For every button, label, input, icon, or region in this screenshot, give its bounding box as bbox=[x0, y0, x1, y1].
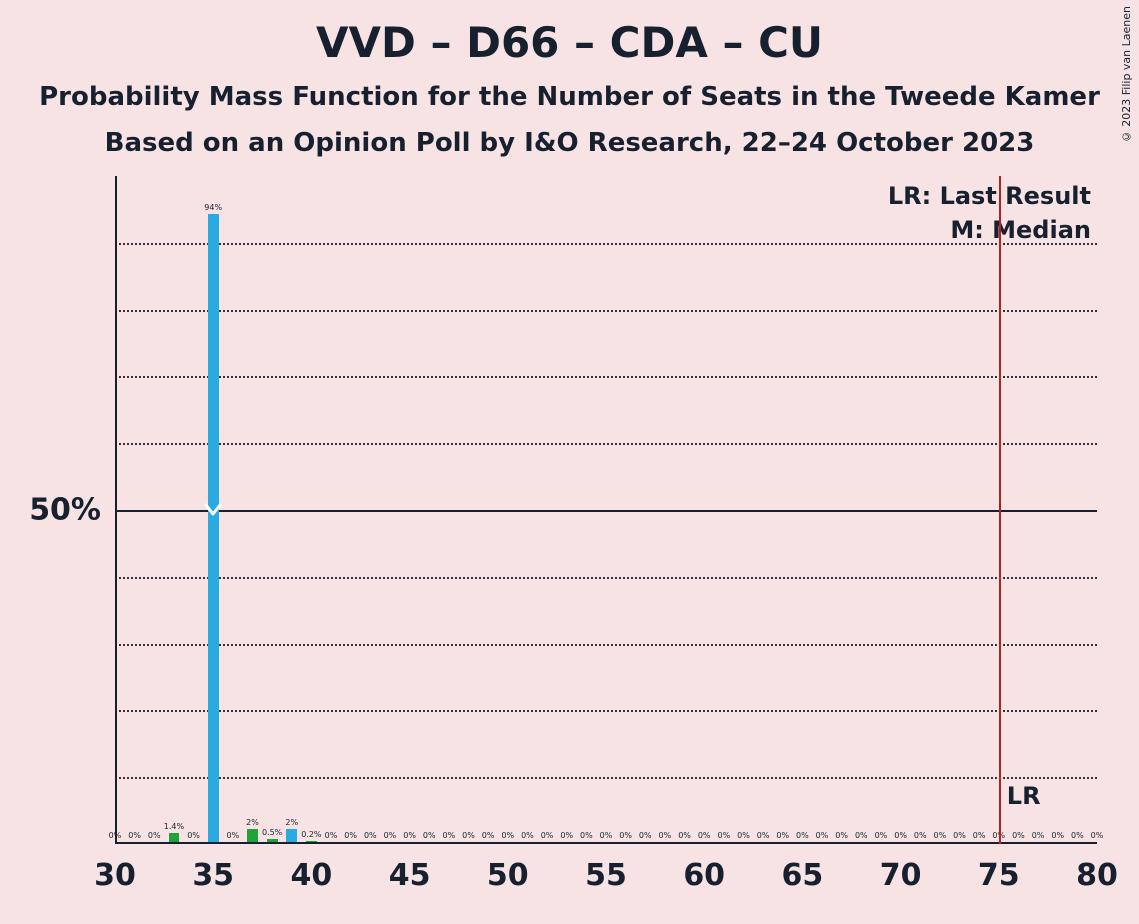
pmf-bar-label: 2% bbox=[285, 818, 298, 827]
pmf-bar: 0.5% bbox=[267, 839, 278, 842]
pmf-bar-label: 0% bbox=[619, 831, 632, 840]
pmf-bar-label: 0% bbox=[894, 831, 907, 840]
pmf-bar-label: 0% bbox=[443, 831, 456, 840]
pmf-bar-label: 0% bbox=[737, 831, 750, 840]
pmf-bar-label: 0% bbox=[816, 831, 829, 840]
last-result-label: LR bbox=[1007, 782, 1041, 810]
legend-m: M: Median bbox=[950, 216, 1091, 244]
chart-container: © 2023 Filip van Laenen VVD – D66 – CDA … bbox=[0, 0, 1139, 924]
x-axis-tick: 50 bbox=[487, 844, 529, 893]
pmf-bar-label: 0% bbox=[580, 831, 593, 840]
pmf-bar-label: 0% bbox=[1012, 831, 1025, 840]
chart-subtitle-2: Based on an Opinion Poll by I&O Research… bbox=[0, 128, 1139, 158]
pmf-bar-label: 0% bbox=[639, 831, 652, 840]
grid-line bbox=[115, 510, 1097, 512]
grid-line bbox=[119, 376, 1097, 378]
x-axis-tick: 65 bbox=[782, 844, 824, 893]
pmf-bar-label: 0% bbox=[403, 831, 416, 840]
x-axis-tick: 40 bbox=[291, 844, 333, 893]
pmf-bar-label: 0.5% bbox=[262, 828, 282, 837]
pmf-bar-label: 1.4% bbox=[164, 822, 184, 831]
grid-line bbox=[119, 644, 1097, 646]
pmf-bar-label: 0% bbox=[541, 831, 554, 840]
pmf-bar-label: 0% bbox=[875, 831, 888, 840]
last-result-line bbox=[999, 176, 1001, 844]
pmf-bar-label: 0% bbox=[501, 831, 514, 840]
grid-line bbox=[119, 243, 1097, 245]
pmf-bar-label: 0% bbox=[482, 831, 495, 840]
pmf-bar-label: 0% bbox=[423, 831, 436, 840]
legend-lr: LR: Last Result bbox=[888, 182, 1091, 210]
pmf-bar-label: 0% bbox=[934, 831, 947, 840]
x-axis-tick: 60 bbox=[683, 844, 725, 893]
grid-line bbox=[119, 443, 1097, 445]
pmf-bar-label: 0% bbox=[187, 831, 200, 840]
pmf-bar-label: 0% bbox=[128, 831, 141, 840]
chart-title: VVD – D66 – CDA – CU bbox=[0, 18, 1139, 67]
pmf-bar-label: 0% bbox=[1032, 831, 1045, 840]
y-axis-label: 50% bbox=[29, 493, 115, 528]
pmf-bar-label: 0.2% bbox=[301, 830, 321, 839]
pmf-bar-label: 0% bbox=[776, 831, 789, 840]
pmf-bar-label: 0% bbox=[1051, 831, 1064, 840]
pmf-bar: 94% bbox=[208, 214, 219, 842]
pmf-bar-label: 0% bbox=[462, 831, 475, 840]
x-axis-tick: 35 bbox=[192, 844, 234, 893]
pmf-bar-label: 0% bbox=[148, 831, 161, 840]
pmf-bar-label: 0% bbox=[1091, 831, 1104, 840]
pmf-bar-label: 0% bbox=[855, 831, 868, 840]
pmf-bar-label: 0% bbox=[560, 831, 573, 840]
median-marker-icon bbox=[204, 503, 222, 517]
grid-line bbox=[119, 310, 1097, 312]
pmf-bar-label: 0% bbox=[757, 831, 770, 840]
pmf-bar-label: 0% bbox=[109, 831, 122, 840]
pmf-bar: 1.4% bbox=[169, 833, 180, 842]
x-axis-tick: 45 bbox=[389, 844, 431, 893]
pmf-bar-label: 0% bbox=[953, 831, 966, 840]
pmf-bar-label: 0% bbox=[1071, 831, 1084, 840]
x-axis-tick: 30 bbox=[94, 844, 136, 893]
pmf-bar-label: 0% bbox=[344, 831, 357, 840]
pmf-bar-label: 0% bbox=[325, 831, 338, 840]
x-axis-tick: 70 bbox=[880, 844, 922, 893]
pmf-bar-label: 0% bbox=[717, 831, 730, 840]
pmf-bar-label: 0% bbox=[521, 831, 534, 840]
grid-line bbox=[119, 777, 1097, 779]
pmf-bar-label: 0% bbox=[659, 831, 672, 840]
pmf-bar-label: 2% bbox=[246, 818, 259, 827]
x-axis-tick: 80 bbox=[1076, 844, 1118, 893]
grid-line bbox=[119, 710, 1097, 712]
pmf-bar: 2% bbox=[247, 829, 258, 842]
pmf-bar-label: 0% bbox=[384, 831, 397, 840]
x-axis-tick: 55 bbox=[585, 844, 627, 893]
plot-area: LR: Last Result M: Median 50%30354045505… bbox=[115, 176, 1097, 844]
pmf-bar-label: 0% bbox=[600, 831, 613, 840]
pmf-bar-label: 0% bbox=[914, 831, 927, 840]
chart-subtitle-1: Probability Mass Function for the Number… bbox=[0, 82, 1139, 112]
pmf-bar-label: 94% bbox=[204, 203, 222, 212]
pmf-bar-label: 0% bbox=[796, 831, 809, 840]
pmf-bar-label: 0% bbox=[973, 831, 986, 840]
x-axis-tick: 75 bbox=[978, 844, 1020, 893]
pmf-bar: 0.2% bbox=[306, 841, 317, 842]
pmf-bar-label: 0% bbox=[698, 831, 711, 840]
pmf-bar-label: 0% bbox=[678, 831, 691, 840]
pmf-bar-label: 0% bbox=[226, 831, 239, 840]
pmf-bar-label: 0% bbox=[835, 831, 848, 840]
pmf-bar: 2% bbox=[286, 829, 297, 842]
grid-line bbox=[119, 577, 1097, 579]
pmf-bar-label: 0% bbox=[364, 831, 377, 840]
